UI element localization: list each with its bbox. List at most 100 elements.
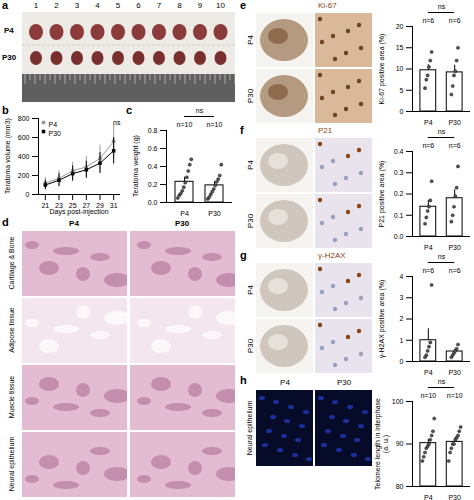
svg-text:P30: P30 bbox=[448, 119, 461, 126]
svg-text:ns: ns bbox=[113, 119, 121, 126]
svg-text:600: 600 bbox=[18, 134, 30, 141]
svg-text:P30: P30 bbox=[208, 210, 221, 217]
svg-text:ns: ns bbox=[438, 253, 446, 260]
svg-text:0.0: 0.0 bbox=[148, 199, 158, 206]
svg-text:100: 100 bbox=[392, 398, 404, 405]
svg-text:ns: ns bbox=[196, 107, 204, 114]
html-text:P4: P4 bbox=[4, 26, 14, 35]
svg-text:ns: ns bbox=[438, 378, 446, 385]
svg-text:0.4: 0.4 bbox=[394, 148, 404, 155]
html-text:P30: P30 bbox=[245, 213, 255, 229]
svg-text:ns: ns bbox=[438, 3, 446, 10]
html-text:P30: P30 bbox=[245, 338, 255, 354]
svg-text:n=6: n=6 bbox=[422, 267, 434, 274]
html-text:Neural epithelium: Neural epithelium bbox=[8, 436, 15, 492]
html-text:P30: P30 bbox=[245, 88, 255, 104]
html-text:Muscle tissue: Muscle tissue bbox=[8, 375, 15, 419]
svg-text:31: 31 bbox=[110, 202, 118, 209]
svg-text:400: 400 bbox=[18, 153, 30, 160]
svg-text:P4: P4 bbox=[424, 494, 433, 500]
svg-text:0.3: 0.3 bbox=[394, 169, 404, 176]
svg-text:27: 27 bbox=[82, 202, 91, 210]
svg-text:n=6: n=6 bbox=[422, 17, 434, 24]
svg-text:25: 25 bbox=[68, 202, 77, 210]
html-text:P30: P30 bbox=[336, 378, 352, 387]
svg-text:P4: P4 bbox=[49, 121, 58, 128]
svg-text:n=10: n=10 bbox=[207, 121, 223, 128]
html-text:Teratoma weight (g): Teratoma weight (g) bbox=[132, 135, 139, 197]
svg-text:15: 15 bbox=[396, 44, 404, 51]
html-text:Days post-injection: Days post-injection bbox=[49, 208, 109, 215]
svg-text:n=6: n=6 bbox=[449, 17, 461, 24]
html-text:3: 3 bbox=[74, 1, 80, 10]
svg-text:5: 5 bbox=[400, 86, 404, 93]
html-text:b: b bbox=[2, 104, 9, 116]
html-text:P30: P30 bbox=[2, 53, 17, 62]
html-text:P4: P4 bbox=[280, 378, 290, 387]
svg-text:0: 0 bbox=[400, 358, 404, 365]
svg-text:P30: P30 bbox=[448, 369, 461, 376]
svg-text:10: 10 bbox=[396, 65, 404, 72]
svg-text:0.0: 0.0 bbox=[394, 233, 404, 240]
svg-text:P4: P4 bbox=[424, 369, 433, 376]
html-text:Neural epithelium: Neural epithelium bbox=[246, 400, 253, 456]
svg-text:P30: P30 bbox=[448, 244, 461, 251]
html-text:P4: P4 bbox=[69, 219, 79, 228]
html-text:Ki-67 positive area (%): Ki-67 positive area (%) bbox=[378, 33, 385, 104]
svg-text:P4: P4 bbox=[424, 119, 433, 126]
html-text:e: e bbox=[240, 0, 247, 11]
svg-text:0.4: 0.4 bbox=[148, 163, 158, 170]
svg-text:n=6: n=6 bbox=[449, 267, 461, 274]
svg-text:n=10: n=10 bbox=[177, 121, 193, 128]
svg-text:800: 800 bbox=[18, 115, 30, 122]
svg-text:0: 0 bbox=[400, 108, 404, 115]
svg-text:2: 2 bbox=[400, 315, 404, 322]
html-text:Cartilage & Bone: Cartilage & Bone bbox=[8, 236, 15, 290]
html-text:g: g bbox=[240, 249, 247, 261]
svg-text:21: 21 bbox=[41, 202, 49, 209]
html-text:Teratoma volume (mm3): Teratoma volume (mm3) bbox=[4, 118, 11, 194]
html-text:P4: P4 bbox=[245, 160, 255, 170]
html-text:d: d bbox=[2, 216, 9, 228]
html-text:Telomere length in interphase: Telomere length in interphase (a. u.) bbox=[374, 397, 389, 490]
html-text:5: 5 bbox=[115, 1, 121, 10]
svg-text:ns: ns bbox=[438, 128, 446, 135]
svg-text:n=6: n=6 bbox=[422, 142, 434, 149]
svg-text:20: 20 bbox=[396, 23, 404, 30]
svg-text:23: 23 bbox=[55, 202, 63, 210]
html-text:1: 1 bbox=[33, 1, 39, 10]
svg-text:P30: P30 bbox=[448, 494, 461, 500]
svg-text:P30: P30 bbox=[49, 130, 62, 137]
svg-text:n=10: n=10 bbox=[447, 392, 463, 399]
svg-text:1: 1 bbox=[400, 336, 404, 343]
svg-text:P4: P4 bbox=[180, 210, 189, 217]
svg-text:29: 29 bbox=[96, 202, 104, 210]
svg-text:0.1: 0.1 bbox=[394, 211, 404, 218]
svg-text:n=10: n=10 bbox=[420, 392, 436, 399]
html-text:a: a bbox=[2, 0, 9, 11]
html-text:γ-H2AX positive area (%): γ-H2AX positive area (%) bbox=[378, 279, 385, 358]
svg-text:0.6: 0.6 bbox=[148, 145, 158, 152]
html-text:P4: P4 bbox=[245, 285, 255, 295]
svg-text:0: 0 bbox=[26, 191, 30, 198]
html-text:Ki-67: Ki-67 bbox=[318, 1, 337, 10]
html-text:γ-H2AX: γ-H2AX bbox=[318, 251, 346, 260]
svg-text:0.8: 0.8 bbox=[148, 127, 158, 134]
html-text:P21 positive area (%): P21 positive area (%) bbox=[378, 160, 385, 227]
svg-text:n=6: n=6 bbox=[449, 142, 461, 149]
svg-text:80: 80 bbox=[396, 483, 404, 490]
html-text:P4: P4 bbox=[245, 35, 255, 45]
svg-text:4: 4 bbox=[400, 273, 404, 280]
html-text:P21: P21 bbox=[318, 126, 333, 135]
svg-text:0.2: 0.2 bbox=[394, 190, 404, 197]
html-text:P30: P30 bbox=[174, 219, 190, 228]
html-text:h: h bbox=[240, 374, 247, 386]
html-text:Adipose tissue: Adipose tissue bbox=[8, 307, 15, 353]
html-text:c: c bbox=[126, 104, 133, 116]
svg-text:0.2: 0.2 bbox=[148, 181, 158, 188]
svg-text:P4: P4 bbox=[424, 244, 433, 251]
svg-text:200: 200 bbox=[18, 172, 30, 179]
html-text:10: 10 bbox=[216, 1, 225, 10]
svg-text:3: 3 bbox=[400, 294, 404, 301]
svg-text:90: 90 bbox=[396, 440, 404, 447]
